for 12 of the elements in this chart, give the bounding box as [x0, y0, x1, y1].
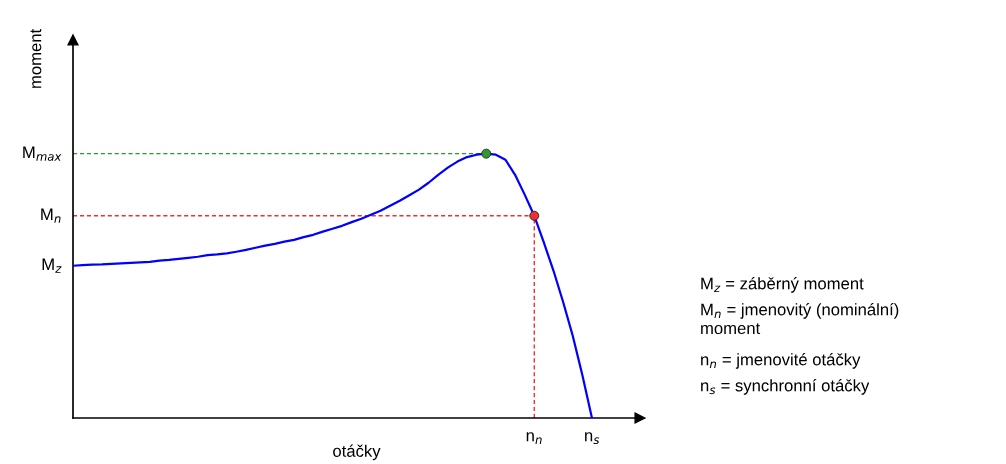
text: n$_{n}$ = jmenovité otáčky: [701, 353, 861, 369]
text: n$_{s}$ = synchronní otáčky: [701, 379, 870, 395]
ref-line-label: M$_{n}$: [41, 208, 61, 223]
x-tick-label: n$_{n}$: [526, 432, 542, 444]
text: moment: [30, 28, 42, 88]
ref-line-label: M$_{max}$: [23, 146, 62, 161]
text: M$_{z}$ = záběrný moment: [701, 277, 864, 293]
x-axis-title: otáčky: [333, 444, 381, 461]
x-tick-label: n$_{s}$: [585, 432, 600, 445]
text: M$_{z}$: [42, 258, 62, 273]
text: M$_{n}$ = jmenovitý (nominální): [701, 303, 899, 319]
y-axis-title: moment: [701, 323, 761, 335]
